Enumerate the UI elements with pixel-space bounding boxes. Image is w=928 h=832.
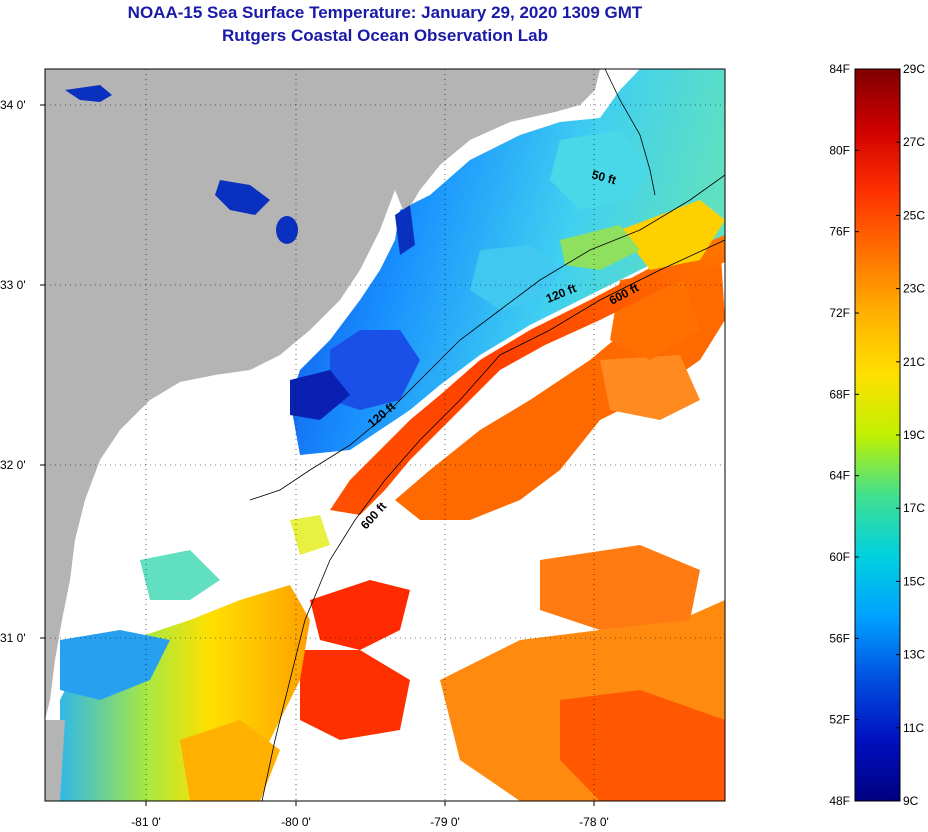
colorbar-f-label: 48F	[829, 794, 850, 808]
map-frame	[44, 68, 726, 802]
lake	[215, 180, 270, 215]
map-title: NOAA-15 Sea Surface Temperature: January…	[127, 3, 643, 22]
colorbar-f-label: 84F	[829, 62, 850, 76]
colorbar-f-label: 64F	[829, 469, 850, 483]
contour-50ft	[604, 69, 656, 196]
lat-label: 31 0'	[0, 631, 26, 645]
lon-label: -80 0'	[281, 815, 311, 829]
colorbar-f-label: 72F	[829, 306, 850, 320]
colorbar-c-label: 17C	[903, 501, 925, 515]
lake	[276, 216, 298, 244]
gulf-stream-edge	[330, 232, 725, 515]
contour-600ft	[261, 239, 725, 801]
lon-label: -79 0'	[430, 815, 460, 829]
land-area	[45, 69, 410, 720]
colorbar-c-label: 27C	[903, 135, 925, 149]
colorbar-f-label: 80F	[829, 143, 850, 157]
colorbar-scale	[854, 68, 901, 802]
colorbar-c-label: 9C	[903, 794, 919, 808]
lon-label: -81 0'	[131, 815, 161, 829]
colorbar-c-label: 23C	[903, 282, 925, 296]
contour-120ft	[249, 174, 725, 501]
lat-label: 32 0'	[0, 458, 26, 472]
colorbar-c-label: 13C	[903, 648, 925, 662]
graticule	[45, 69, 725, 801]
lat-label: 33 0'	[0, 278, 26, 292]
colorbar-c-label: 29C	[903, 62, 925, 76]
offshore-warm-water	[300, 240, 725, 801]
lat-label: 34 0'	[0, 98, 26, 112]
map-subtitle: Rutgers Coastal Ocean Observation Lab	[222, 26, 548, 45]
contour-label-50ft: 50 ft	[590, 167, 617, 187]
colorbar-f-label: 52F	[829, 713, 850, 727]
axis-ticks	[40, 104, 595, 806]
lon-label: -78 0'	[579, 815, 609, 829]
colorbar-f-label: 60F	[829, 550, 850, 564]
colorbar-ticks	[855, 68, 900, 802]
colorbar-c-label: 25C	[903, 208, 925, 222]
lake	[65, 85, 112, 102]
colorbar-f-label: 76F	[829, 225, 850, 239]
colorbar-c-label: 19C	[903, 428, 925, 442]
colorbar-c-label: 15C	[903, 574, 925, 588]
colorbar-f-label: 56F	[829, 631, 850, 645]
colorbar-c-label: 21C	[903, 355, 925, 369]
bathymetry-contours	[249, 69, 725, 801]
colorbar-c-label: 11C	[903, 721, 924, 735]
colorbar-f-label: 68F	[829, 387, 850, 401]
